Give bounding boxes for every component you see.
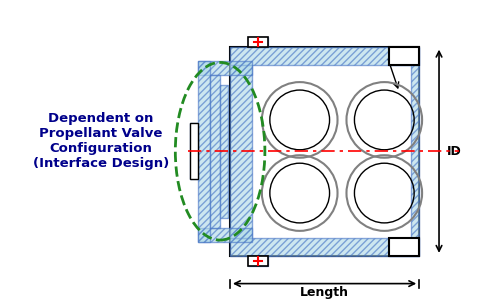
Text: Length: Length <box>300 286 349 298</box>
Bar <box>230 238 419 256</box>
Bar <box>248 256 268 266</box>
Bar <box>190 123 198 179</box>
Bar <box>210 75 220 228</box>
Bar <box>198 61 210 242</box>
Bar <box>198 228 252 242</box>
Bar <box>411 65 419 238</box>
Bar <box>190 123 198 179</box>
Text: Hole: Hole <box>389 47 416 60</box>
Bar <box>248 37 268 47</box>
Bar <box>230 47 419 65</box>
Text: ID: ID <box>447 145 462 158</box>
Bar <box>198 61 252 75</box>
Bar <box>389 238 419 256</box>
Bar <box>230 65 252 238</box>
Bar <box>248 37 268 47</box>
Bar <box>389 47 419 65</box>
Text: Dependent on
Propellant Valve
Configuration
(Interface Design): Dependent on Propellant Valve Configurat… <box>33 112 169 170</box>
Bar <box>248 256 268 266</box>
Bar <box>220 85 228 218</box>
Bar <box>389 238 419 256</box>
Bar <box>230 47 419 256</box>
Bar <box>389 47 419 65</box>
